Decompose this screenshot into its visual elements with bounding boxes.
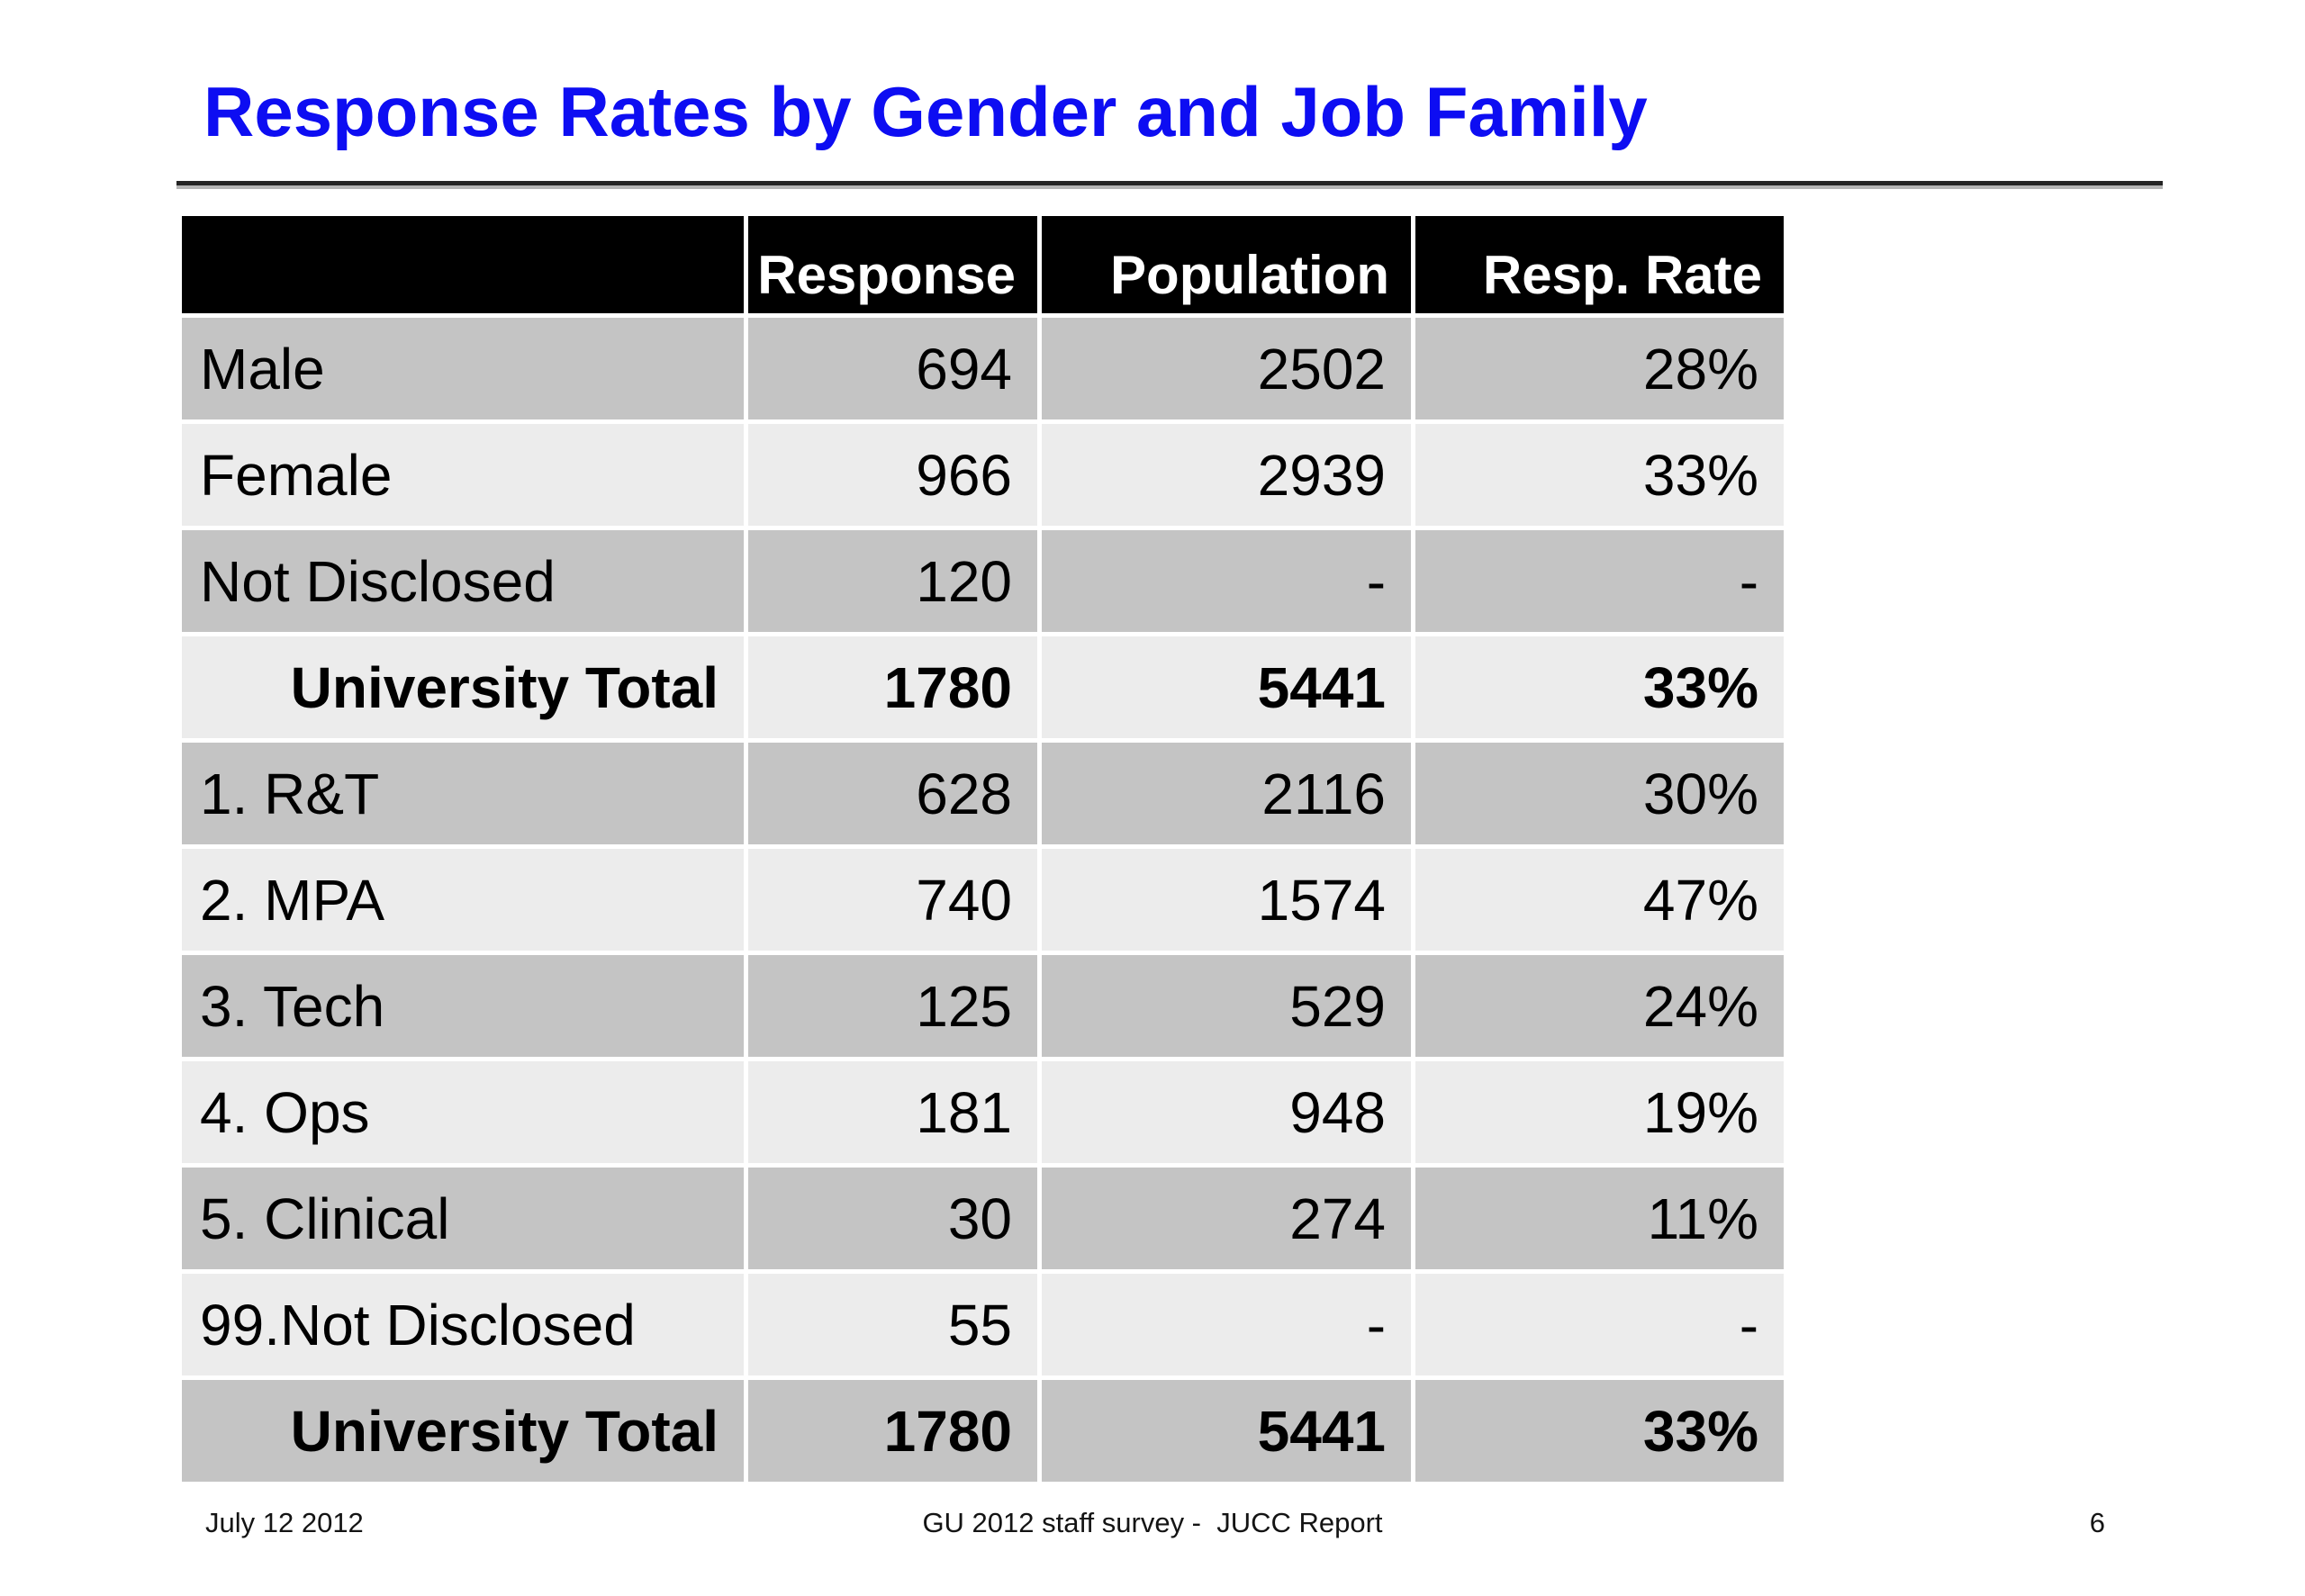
footer-report-title: GU 2012 staff survey - JUCC Report bbox=[922, 1507, 1383, 1538]
table-row: 99.Not Disclosed 55- - bbox=[182, 1274, 1784, 1375]
table-row-total: University Total 1780 5441 33% bbox=[182, 636, 1784, 738]
resp-rate-value: 33% bbox=[1415, 424, 1784, 526]
row-label: University Total bbox=[182, 636, 744, 738]
table-row-total: University Total 1780 5441 33% bbox=[182, 1380, 1784, 1482]
population-value: 2939 bbox=[1042, 424, 1411, 526]
row-label: 99.Not Disclosed bbox=[182, 1274, 744, 1375]
response-value: 740 bbox=[748, 849, 1037, 951]
table-row: Male 694 2502 28% bbox=[182, 318, 1784, 419]
response-value: 120 bbox=[748, 530, 1037, 632]
row-label: 3. Tech bbox=[182, 955, 744, 1057]
resp-rate-value: 19% bbox=[1415, 1061, 1784, 1163]
resp-rate-value: - bbox=[1415, 530, 1784, 632]
row-label: University Total bbox=[182, 1380, 744, 1482]
response-value: 1780 bbox=[748, 1380, 1037, 1482]
table-header-row: Response Population Resp. Rate bbox=[182, 216, 1784, 313]
resp-rate-value: 24% bbox=[1415, 955, 1784, 1057]
row-label: 2. MPA bbox=[182, 849, 744, 951]
response-value: 55 bbox=[748, 1274, 1037, 1375]
row-label: Male bbox=[182, 318, 744, 419]
resp-rate-value: 33% bbox=[1415, 636, 1784, 738]
population-value: 1574 bbox=[1042, 849, 1411, 951]
row-label: 4. Ops bbox=[182, 1061, 744, 1163]
resp-rate-value: 30% bbox=[1415, 743, 1784, 844]
header-cell-population: Population bbox=[1042, 216, 1411, 313]
table-row: 5. Clinical 30 274 11% bbox=[182, 1168, 1784, 1269]
footer-page-number: 6 bbox=[2089, 1507, 2105, 1538]
response-value: 1780 bbox=[748, 636, 1037, 738]
table-body: Male 694 2502 28% Female 966 2939 33% Not Disclo… bbox=[182, 318, 1784, 1482]
resp-rate-value: 11% bbox=[1415, 1168, 1784, 1269]
header-cell-resp-rate: Resp. Rate bbox=[1415, 216, 1784, 313]
population-value: 5441 bbox=[1042, 636, 1411, 738]
slide-title: Response Rates by Gender and Job Family bbox=[203, 72, 1648, 151]
population-value: 948 bbox=[1042, 1061, 1411, 1163]
response-value: 30 bbox=[748, 1168, 1037, 1269]
resp-rate-value: 47% bbox=[1415, 849, 1784, 951]
response-value: 181 bbox=[748, 1061, 1037, 1163]
population-value: 2116 bbox=[1042, 743, 1411, 844]
population-value: 274 bbox=[1042, 1168, 1411, 1269]
resp-rate-value: 28% bbox=[1415, 318, 1784, 419]
table-row: 2. MPA 740 1574 47% bbox=[182, 849, 1784, 951]
table-row: Not Disclosed 120- - bbox=[182, 530, 1784, 632]
response-rates-table: Response Population Resp. Rate Male 694 25… bbox=[177, 212, 1788, 1486]
title-underline-rule bbox=[176, 181, 2163, 185]
table-row: 3. Tech 125 529 24% bbox=[182, 955, 1784, 1057]
footer-date: July 12 2012 bbox=[205, 1507, 364, 1538]
population-value: - bbox=[1042, 530, 1411, 632]
response-value: 966 bbox=[748, 424, 1037, 526]
population-value: 2502 bbox=[1042, 318, 1411, 419]
table-row: Female 966 2939 33% bbox=[182, 424, 1784, 526]
population-value: 5441 bbox=[1042, 1380, 1411, 1482]
population-value: - bbox=[1042, 1274, 1411, 1375]
row-label: 1. R&T bbox=[182, 743, 744, 844]
resp-rate-value: - bbox=[1415, 1274, 1784, 1375]
response-value: 125 bbox=[748, 955, 1037, 1057]
table-header: Response Population Resp. Rate bbox=[182, 216, 1784, 313]
response-value: 694 bbox=[748, 318, 1037, 419]
response-value: 628 bbox=[748, 743, 1037, 844]
header-cell-blank bbox=[182, 216, 744, 313]
table-row: 1. R&T 628 2116 30% bbox=[182, 743, 1784, 844]
header-cell-response: Response bbox=[748, 216, 1037, 313]
population-value: 529 bbox=[1042, 955, 1411, 1057]
row-label: Not Disclosed bbox=[182, 530, 744, 632]
resp-rate-value: 33% bbox=[1415, 1380, 1784, 1482]
table-row: 4. Ops 181 948 19% bbox=[182, 1061, 1784, 1163]
row-label: Female bbox=[182, 424, 744, 526]
row-label: 5. Clinical bbox=[182, 1168, 744, 1269]
